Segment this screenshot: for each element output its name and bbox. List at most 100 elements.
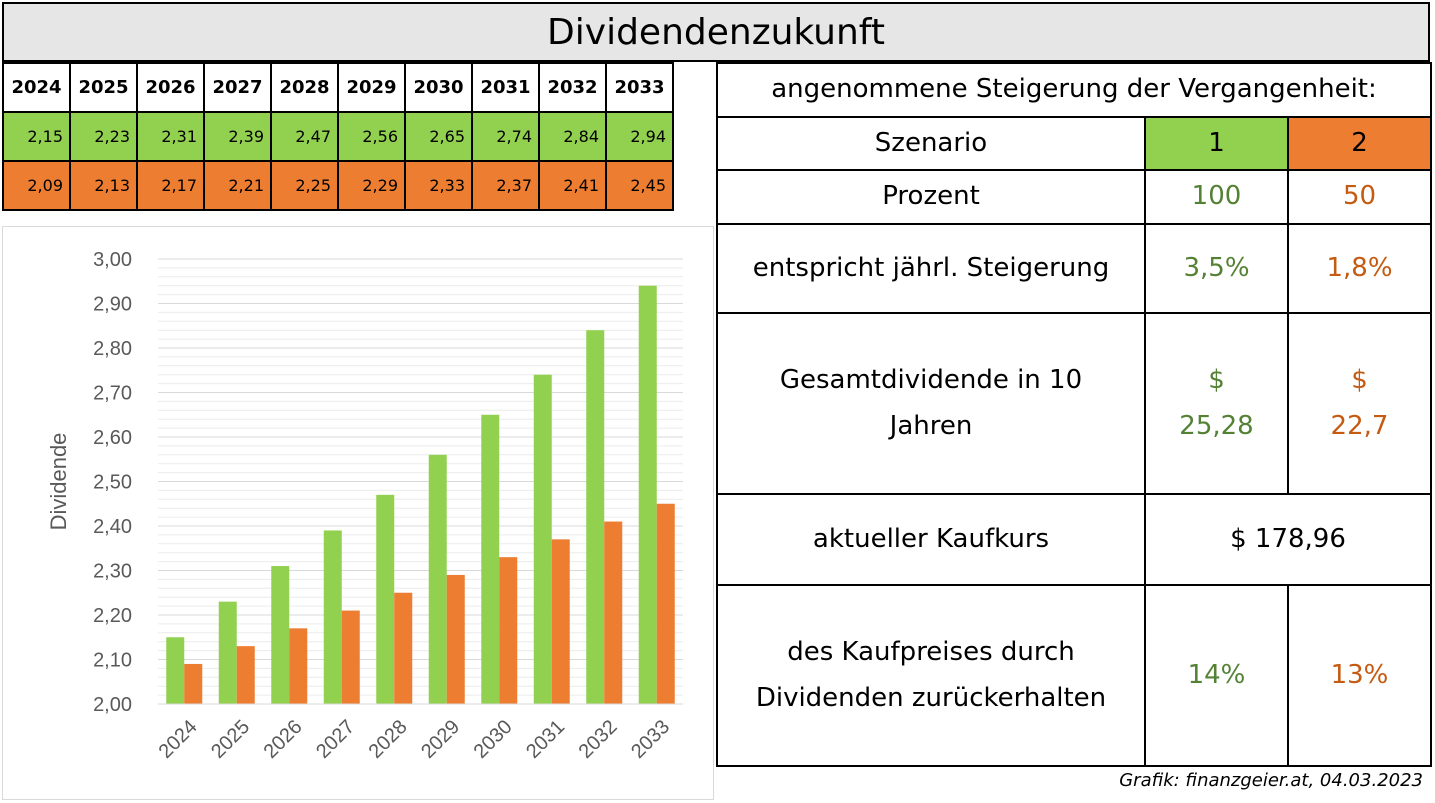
kaufpreis-1: 14% (1144, 584, 1289, 767)
y-tick-label: 2,80 (93, 338, 132, 360)
x-tick-label: 2025 (207, 716, 254, 763)
kaufpreis-label: des Kaufpreises durch Dividenden zurücke… (716, 584, 1146, 767)
scenario1-cell: 2,31 (136, 111, 205, 162)
steigerung-row: entspricht jährl. Steigerung 3,5% 1,8% (716, 223, 1432, 314)
scenario2-cell: 2,13 (69, 160, 138, 211)
scenario2-cell: 2,37 (471, 160, 540, 211)
scenario1-cell: 2,39 (203, 111, 272, 162)
gesamt-label-line1: Gesamtdividende in 10 (779, 365, 1083, 395)
kaufpreis-2: 13% (1287, 584, 1432, 767)
scenario2-cell: 2,45 (605, 160, 674, 211)
scenario-info-table: angenommene Steigerung der Vergangenheit… (716, 62, 1432, 767)
credit-text: Grafik: finanzgeier.at, 04.03.2023 (1119, 770, 1423, 791)
x-tick-label: 2026 (260, 716, 307, 763)
y-axis-label: Dividende (46, 433, 71, 531)
scenario1-cell: 2,15 (2, 111, 71, 162)
scenario2-row: 2,09 2,13 2,17 2,21 2,25 2,29 2,33 2,37 … (2, 160, 674, 211)
x-tick-label: 2032 (575, 716, 622, 763)
page-title: Dividendenzukunft (2, 2, 1430, 62)
y-tick-label: 2,20 (93, 605, 132, 627)
y-tick-label: 2,30 (93, 561, 132, 583)
gesamt-label: Gesamtdividende in 10 Jahren (716, 312, 1146, 495)
bar-series1 (166, 637, 185, 704)
year-cell: 2029 (337, 62, 406, 113)
kaufkurs-label: aktueller Kaufkurs (716, 493, 1146, 586)
bar-series1 (218, 601, 237, 704)
bar-series2 (604, 521, 623, 704)
gesamt-row: Gesamtdividende in 10 Jahren $ 25,28 $ 2… (716, 312, 1432, 495)
bar-series1 (481, 414, 500, 704)
y-tick-label: 2,70 (93, 383, 132, 405)
scenario2-cell: 2,41 (538, 160, 607, 211)
y-tick-label: 2,10 (93, 650, 132, 672)
gesamt-1-line2: 25,28 (1179, 410, 1254, 441)
bar-series1 (638, 285, 657, 704)
year-cell: 2030 (404, 62, 473, 113)
prozent-1: 100 (1144, 169, 1289, 225)
x-tick-label: 2024 (155, 716, 202, 763)
x-tick-label: 2029 (417, 716, 464, 763)
scenario2-cell: 2,29 (337, 160, 406, 211)
kaufpreis-row: des Kaufpreises durch Dividenden zurücke… (716, 584, 1432, 767)
chart-svg: 2,00 2,10 2,20 2,30 2,40 2,50 2,60 2,70 2,80 2,90… (46, 249, 683, 763)
scenario1-cell: 2,84 (538, 111, 607, 162)
bar-series1 (533, 374, 552, 704)
scenario2-cell: 2,09 (2, 160, 71, 211)
szenario-1: 1 (1144, 116, 1289, 171)
scenario1-cell: 2,56 (337, 111, 406, 162)
year-cell: 2031 (471, 62, 540, 113)
bar-series1 (428, 454, 447, 704)
scenario1-cell: 2,94 (605, 111, 674, 162)
scenario1-cell: 2,74 (471, 111, 540, 162)
gesamt-2: $ 22,7 (1287, 312, 1432, 495)
gesamt-label-line2: Jahren (889, 410, 973, 441)
info-heading: angenommene Steigerung der Vergangenheit… (716, 62, 1432, 118)
kaufkurs-value: $ 178,96 (1144, 493, 1432, 586)
kaufkurs-row: aktueller Kaufkurs $ 178,96 (716, 493, 1432, 586)
gesamt-1-line1: $ (1208, 365, 1225, 395)
x-tick-label: 2033 (627, 716, 674, 763)
kaufpreis-label-line1: des Kaufpreises durch (787, 637, 1075, 667)
scenario1-row: 2,15 2,23 2,31 2,39 2,47 2,56 2,65 2,74 … (2, 111, 674, 162)
year-cell: 2025 (69, 62, 138, 113)
dividend-table: 2024 2025 2026 2027 2028 2029 2030 2031 … (2, 62, 674, 211)
szenario-label: Szenario (716, 116, 1146, 171)
bar-series2 (289, 628, 308, 704)
bar-series2 (551, 539, 570, 704)
bar-series2 (236, 646, 255, 704)
info-heading-row: angenommene Steigerung der Vergangenheit… (716, 62, 1432, 118)
y-tick-label: 2,40 (93, 516, 132, 538)
bar-series1 (586, 330, 605, 704)
bar-series1 (323, 530, 342, 704)
kaufpreis-label-line2: Dividenden zurückerhalten (755, 682, 1107, 713)
bar-series1 (271, 566, 290, 704)
year-row: 2024 2025 2026 2027 2028 2029 2030 2031 … (2, 62, 674, 113)
year-cell: 2024 (2, 62, 71, 113)
x-tick-label: 2030 (470, 716, 517, 763)
bar-series2 (499, 557, 518, 704)
scenario2-cell: 2,21 (203, 160, 272, 211)
szenario-2: 2 (1287, 116, 1432, 171)
bar-series2 (394, 592, 413, 704)
gesamt-1: $ 25,28 (1144, 312, 1289, 495)
year-cell: 2026 (136, 62, 205, 113)
gesamt-2-line2: 22,7 (1330, 410, 1389, 441)
bar-series2 (341, 610, 360, 704)
scenario2-cell: 2,25 (270, 160, 339, 211)
scenario2-cell: 2,33 (404, 160, 473, 211)
y-tick-label: 2,60 (93, 427, 132, 449)
y-tick-label: 2,50 (93, 472, 132, 494)
scenario2-cell: 2,17 (136, 160, 205, 211)
prozent-row: Prozent 100 50 (716, 169, 1432, 225)
bar-series2 (446, 574, 465, 704)
bar-series1 (376, 494, 395, 704)
year-cell: 2028 (270, 62, 339, 113)
y-tick-label: 2,90 (93, 294, 132, 316)
y-tick-label: 3,00 (93, 249, 132, 271)
steigerung-label: entspricht jährl. Steigerung (716, 223, 1146, 314)
y-tick-label: 2,00 (93, 694, 132, 716)
dividend-chart: 2,00 2,10 2,20 2,30 2,40 2,50 2,60 2,70 2,80 2,90… (2, 226, 714, 800)
year-cell: 2032 (538, 62, 607, 113)
steigerung-2: 1,8% (1287, 223, 1432, 314)
bar-series2 (656, 503, 675, 704)
